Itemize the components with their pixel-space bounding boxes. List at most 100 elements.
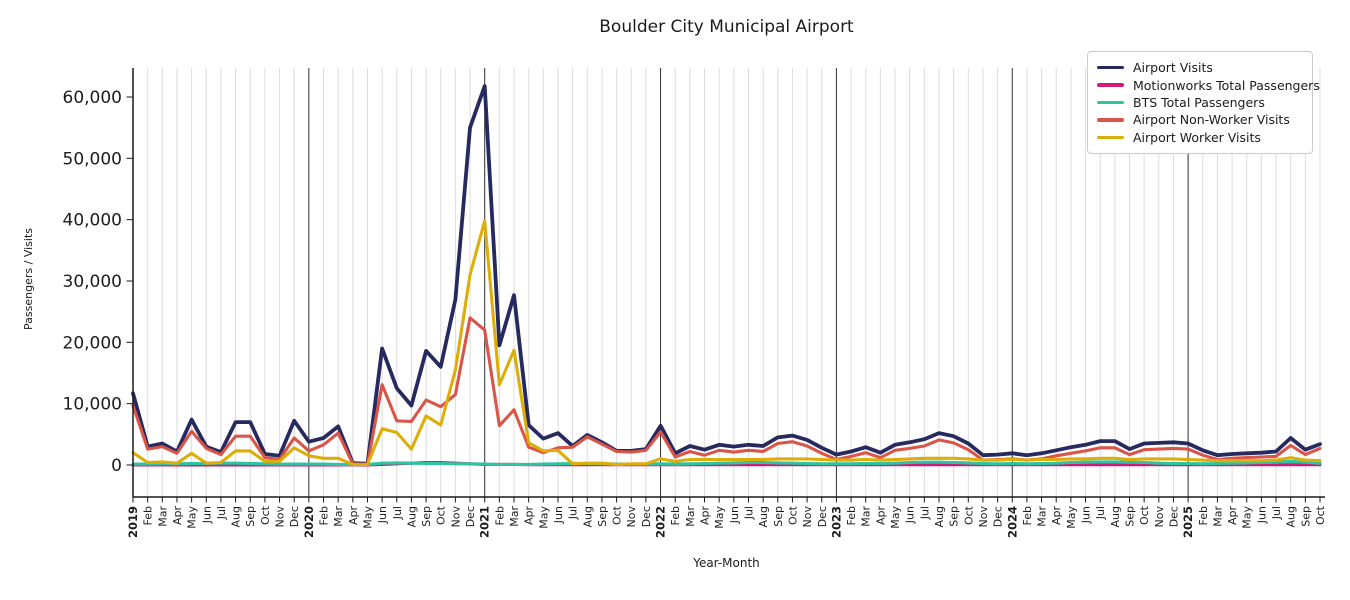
x-tick-label: Mar: [156, 506, 169, 527]
x-tick-label: Oct: [1138, 505, 1151, 525]
x-tick-label: May: [1241, 506, 1254, 529]
chart-title: Boulder City Municipal Airport: [599, 17, 854, 37]
x-tick-label: Nov: [625, 506, 638, 528]
x-tick-label: Oct: [259, 505, 272, 525]
x-tick-label: Oct: [1314, 505, 1327, 525]
x-tick-label: Aug: [230, 506, 243, 527]
x-tick-label: May: [1065, 506, 1078, 529]
x-tick-label: Oct: [611, 505, 624, 525]
x-tick-label: Dec: [992, 506, 1005, 527]
x-tick-label: Sep: [596, 506, 609, 527]
x-tick-label: Mar: [1211, 506, 1224, 527]
x-tick-label: Jul: [567, 506, 580, 520]
x-tick-label: Nov: [1153, 506, 1166, 528]
x-tick-label: Apr: [1226, 506, 1239, 526]
legend-swatch: [1097, 100, 1124, 105]
x-tick-label-year: 2025: [1181, 506, 1195, 538]
x-tick-label: Aug: [933, 506, 946, 527]
x-tick-label: Mar: [860, 506, 873, 527]
x-tick-label: Mar: [684, 506, 697, 527]
x-tick-label: Jun: [904, 506, 917, 524]
y-axis-label: Passengers / Visits: [22, 228, 35, 330]
legend-label: BTS Total Passengers: [1133, 94, 1265, 110]
legend-label: Motionworks Total Passengers: [1133, 77, 1320, 93]
x-tick-label: Mar: [332, 506, 345, 527]
legend: Airport Visits Motionworks Total Passenge…: [1087, 51, 1320, 154]
x-tick-label: Apr: [347, 506, 360, 526]
x-tick-label: May: [713, 506, 726, 529]
x-tick-label: Apr: [1050, 506, 1063, 526]
y-tick-label: 20,000: [63, 333, 122, 353]
x-tick-label: Mar: [508, 506, 521, 527]
x-tick-label: Apr: [171, 506, 184, 526]
x-tick-label-year: 2022: [654, 506, 668, 538]
legend-item-motionworks-total-passengers: Motionworks Total Passengers: [1097, 76, 1320, 93]
x-tick-label: Feb: [1197, 506, 1210, 525]
y-tick-label: 40,000: [63, 211, 122, 231]
x-tick-label: May: [186, 506, 199, 529]
x-tick-label: Jun: [200, 506, 213, 524]
legend-item-airport-worker-visits: Airport Worker Visits: [1097, 129, 1302, 146]
x-tick-label-year: 2019: [126, 506, 140, 538]
x-tick-label: Aug: [581, 506, 594, 527]
x-tick-label: Aug: [1109, 506, 1122, 527]
x-tick-label: Dec: [640, 506, 653, 527]
x-tick-label: Sep: [244, 506, 257, 527]
x-tick-label: Sep: [420, 506, 433, 527]
x-tick-label-year: 2023: [829, 506, 843, 538]
legend-label: Airport Worker Visits: [1133, 129, 1261, 145]
x-tick-label-year: 2020: [302, 506, 316, 538]
x-tick-label: Dec: [1167, 506, 1180, 527]
x-tick-label: Jul: [391, 506, 404, 520]
x-tick-label: Apr: [699, 506, 712, 526]
x-tick-label: Nov: [801, 506, 814, 528]
x-axis: 2019 Feb Mar Apr May Jun Jul Aug Sep Oct Nov Dec 202…: [126, 497, 1327, 538]
x-tick-label: Jun: [376, 506, 389, 524]
legend-item-airport-non-worker-visits: Airport Non-Worker Visits: [1097, 111, 1302, 128]
x-tick-label: Feb: [142, 506, 155, 525]
x-tick-label: Sep: [948, 506, 961, 527]
x-tick-label: Oct: [962, 505, 975, 525]
x-tick-label: Jul: [742, 506, 755, 520]
x-tick-label: Jul: [1270, 506, 1283, 520]
x-tick-label: Nov: [274, 506, 287, 528]
x-tick-label: May: [537, 506, 550, 529]
x-tick-label: Dec: [288, 506, 301, 527]
legend-swatch: [1097, 83, 1124, 87]
x-tick-label: Sep: [1123, 506, 1136, 527]
y-tick-label: 60,000: [63, 88, 122, 108]
x-tick-label: Aug: [405, 506, 418, 527]
x-tick-label-year: 2021: [478, 506, 492, 538]
x-tick-label: Mar: [1036, 506, 1049, 527]
x-tick-label: May: [361, 506, 374, 529]
x-tick-label: Dec: [464, 506, 477, 527]
x-tick-label: Feb: [669, 506, 682, 525]
x-tick-label: Oct: [786, 505, 799, 525]
legend-swatch: [1097, 135, 1124, 139]
x-tick-label: May: [889, 506, 902, 529]
x-tick-label: Feb: [493, 506, 506, 525]
x-tick-label: Aug: [1285, 506, 1298, 527]
x-tick-label: Oct: [435, 505, 448, 525]
x-tick-label: Sep: [772, 506, 785, 527]
y-tick-label: 50,000: [63, 149, 122, 169]
legend-label: Airport Non-Worker Visits: [1133, 112, 1290, 128]
x-tick-label: Apr: [523, 506, 536, 526]
x-tick-label: Jun: [1080, 506, 1093, 524]
y-tick-label: 30,000: [63, 272, 122, 292]
x-tick-label: Nov: [449, 506, 462, 528]
x-tick-label: Aug: [757, 506, 770, 527]
x-tick-label: Dec: [816, 506, 829, 527]
x-tick-label: Sep: [1299, 506, 1312, 527]
legend-label: Airport Visits: [1133, 60, 1213, 76]
series-line-bts-total-passengers: [131, 459, 1322, 467]
x-tick-label: Feb: [318, 506, 331, 525]
x-tick-label: Nov: [977, 506, 990, 528]
legend-swatch: [1097, 118, 1124, 122]
x-tick-label: Jul: [1094, 506, 1107, 520]
series-lines: [131, 84, 1322, 467]
x-tick-label: Jul: [215, 506, 228, 520]
x-tick-label: Feb: [845, 506, 858, 525]
